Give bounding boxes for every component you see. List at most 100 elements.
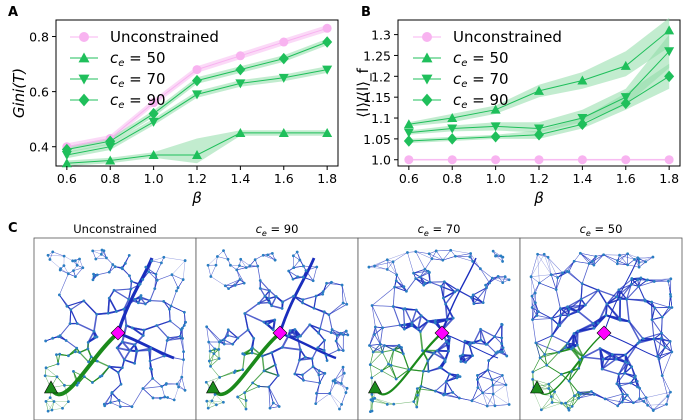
network-edge bbox=[567, 333, 575, 344]
network-node bbox=[162, 255, 166, 259]
network-node bbox=[496, 350, 500, 354]
network-node bbox=[570, 370, 574, 373]
network-edge bbox=[251, 338, 255, 348]
network-node bbox=[564, 401, 567, 405]
network-node bbox=[394, 279, 398, 283]
network-node bbox=[530, 306, 534, 309]
network-edge bbox=[444, 381, 447, 394]
network-edge bbox=[623, 362, 629, 374]
network-edge bbox=[70, 300, 85, 311]
network-node bbox=[624, 360, 627, 364]
network-edge bbox=[657, 347, 666, 357]
network-node bbox=[149, 366, 152, 370]
network-edge bbox=[293, 259, 301, 268]
network-edge bbox=[639, 256, 653, 260]
network-edge bbox=[381, 363, 389, 372]
network-edge bbox=[271, 304, 283, 310]
network-edge bbox=[661, 307, 673, 318]
network-edge bbox=[319, 373, 326, 384]
network-edge bbox=[480, 268, 493, 279]
network-edge bbox=[373, 398, 388, 405]
network-node bbox=[75, 322, 79, 325]
network-node bbox=[183, 388, 187, 392]
network-edge bbox=[617, 260, 628, 266]
network-edge bbox=[638, 279, 647, 287]
network-node bbox=[141, 278, 145, 281]
network-edge bbox=[568, 371, 573, 382]
network-edge bbox=[228, 279, 241, 289]
network-node bbox=[295, 250, 299, 254]
network-node bbox=[650, 318, 654, 321]
network-edge bbox=[369, 334, 375, 346]
network-edge bbox=[370, 364, 382, 372]
network-edge bbox=[578, 392, 595, 395]
network-edge bbox=[181, 359, 184, 378]
network-edge bbox=[482, 392, 494, 395]
network-node bbox=[280, 307, 284, 310]
network-node bbox=[110, 392, 114, 395]
network-edge bbox=[246, 265, 258, 268]
network-node bbox=[663, 345, 667, 349]
network-edge bbox=[541, 391, 555, 410]
network-node bbox=[637, 265, 641, 269]
network-node bbox=[656, 354, 659, 358]
network-node bbox=[660, 331, 663, 335]
network-node bbox=[252, 336, 256, 340]
network-node bbox=[485, 286, 488, 290]
network-node bbox=[469, 295, 473, 299]
network-edge bbox=[646, 391, 671, 398]
network-edge bbox=[95, 257, 107, 260]
network-edge bbox=[477, 369, 489, 380]
network-edge bbox=[442, 250, 451, 261]
network-node bbox=[105, 256, 108, 260]
network-edge bbox=[108, 297, 118, 312]
network-node bbox=[394, 377, 398, 381]
network-edge bbox=[396, 280, 407, 292]
network-edge bbox=[658, 351, 672, 360]
network-edge bbox=[53, 401, 63, 409]
network-node bbox=[615, 382, 619, 386]
network-node bbox=[453, 290, 457, 294]
network-node bbox=[368, 363, 372, 366]
x-tick-label: 1.0 bbox=[144, 171, 164, 186]
network-edge bbox=[341, 367, 344, 384]
network-node bbox=[107, 296, 111, 300]
network-edge bbox=[638, 286, 646, 301]
network-edge bbox=[244, 313, 249, 330]
network-edge bbox=[551, 318, 559, 326]
network-node bbox=[115, 346, 119, 350]
network-edge bbox=[64, 255, 73, 261]
network-node bbox=[169, 304, 173, 308]
network-node bbox=[329, 331, 333, 334]
network-edge bbox=[537, 254, 540, 283]
network-edge bbox=[252, 370, 265, 384]
network-edge bbox=[215, 256, 218, 266]
network-node bbox=[637, 260, 641, 264]
network-node bbox=[373, 396, 377, 400]
network-node bbox=[227, 287, 230, 291]
network-node bbox=[591, 322, 595, 325]
network-edge bbox=[371, 286, 395, 306]
network-node bbox=[223, 284, 227, 288]
network-edge bbox=[263, 370, 279, 377]
network-edge bbox=[368, 259, 388, 268]
network-edge bbox=[627, 264, 640, 268]
network-node bbox=[258, 279, 262, 282]
network-edge bbox=[217, 250, 224, 257]
network-edge bbox=[433, 352, 446, 361]
network-edge bbox=[502, 347, 508, 357]
network-edge bbox=[653, 338, 659, 357]
network-edge bbox=[601, 354, 613, 370]
network-edge bbox=[312, 366, 320, 376]
network-edge bbox=[653, 396, 668, 411]
data-point bbox=[447, 124, 458, 134]
network-node bbox=[373, 325, 377, 329]
network-node bbox=[407, 368, 411, 371]
network-edge bbox=[471, 400, 488, 407]
network-edge bbox=[567, 304, 586, 308]
data-point bbox=[403, 135, 414, 147]
network-node bbox=[301, 373, 304, 377]
network-node bbox=[233, 283, 237, 287]
data-point bbox=[534, 128, 544, 141]
network-edge bbox=[381, 364, 392, 372]
